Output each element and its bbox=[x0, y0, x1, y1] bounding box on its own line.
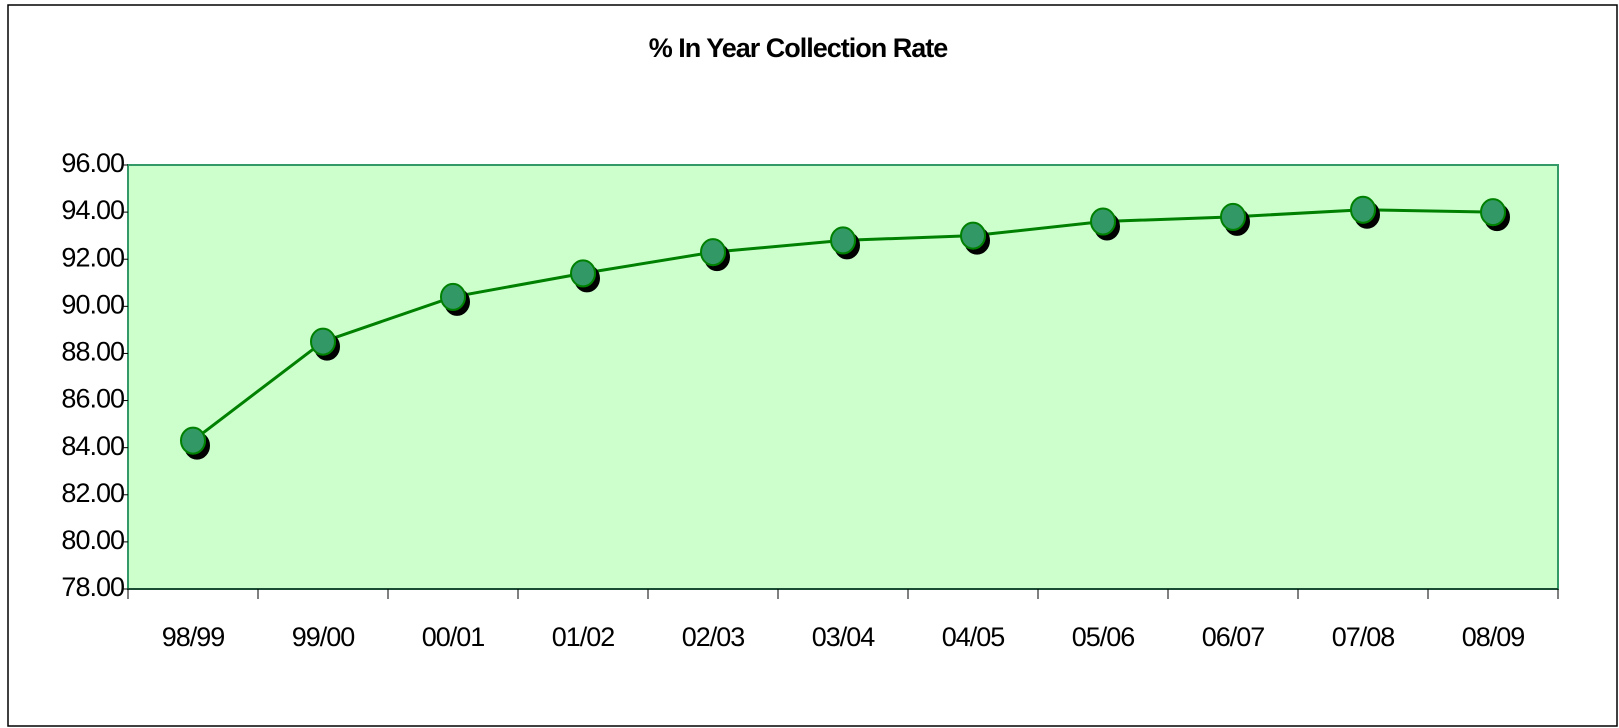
x-tick-label: 03/04 bbox=[812, 622, 876, 652]
data-marker bbox=[700, 238, 726, 267]
data-marker bbox=[1090, 207, 1116, 236]
data-marker bbox=[960, 221, 986, 250]
x-tick-label: 00/01 bbox=[422, 622, 485, 652]
y-tick-label: 94.00 bbox=[61, 195, 124, 225]
data-marker bbox=[440, 282, 466, 311]
x-tick-label: 98/99 bbox=[162, 622, 225, 652]
data-marker bbox=[310, 327, 336, 356]
x-tick-label: 02/03 bbox=[682, 622, 745, 652]
y-tick-label: 82.00 bbox=[61, 478, 124, 508]
y-tick-label: 96.00 bbox=[61, 148, 124, 178]
x-tick-label: 05/06 bbox=[1072, 622, 1135, 652]
x-tick-label: 07/08 bbox=[1332, 622, 1395, 652]
y-tick-label: 92.00 bbox=[61, 242, 124, 272]
x-tick-label: 04/05 bbox=[942, 622, 1005, 652]
y-tick-label: 88.00 bbox=[61, 337, 124, 367]
y-tick-label: 84.00 bbox=[61, 431, 124, 461]
data-marker bbox=[180, 426, 206, 455]
x-tick-label: 99/00 bbox=[292, 622, 355, 652]
data-marker bbox=[830, 226, 856, 255]
data-marker bbox=[570, 259, 596, 288]
x-tick-label: 06/07 bbox=[1202, 622, 1265, 652]
chart-title: % In Year Collection Rate bbox=[649, 33, 949, 63]
x-tick-label: 01/02 bbox=[552, 622, 615, 652]
y-tick-label: 86.00 bbox=[61, 384, 124, 414]
x-tick-label: 08/09 bbox=[1462, 622, 1525, 652]
y-tick-label: 78.00 bbox=[61, 572, 124, 602]
data-marker bbox=[1220, 202, 1246, 231]
data-marker bbox=[1350, 195, 1376, 224]
y-tick-label: 90.00 bbox=[61, 289, 124, 319]
y-tick-label: 80.00 bbox=[61, 525, 124, 555]
data-marker bbox=[1480, 198, 1506, 227]
